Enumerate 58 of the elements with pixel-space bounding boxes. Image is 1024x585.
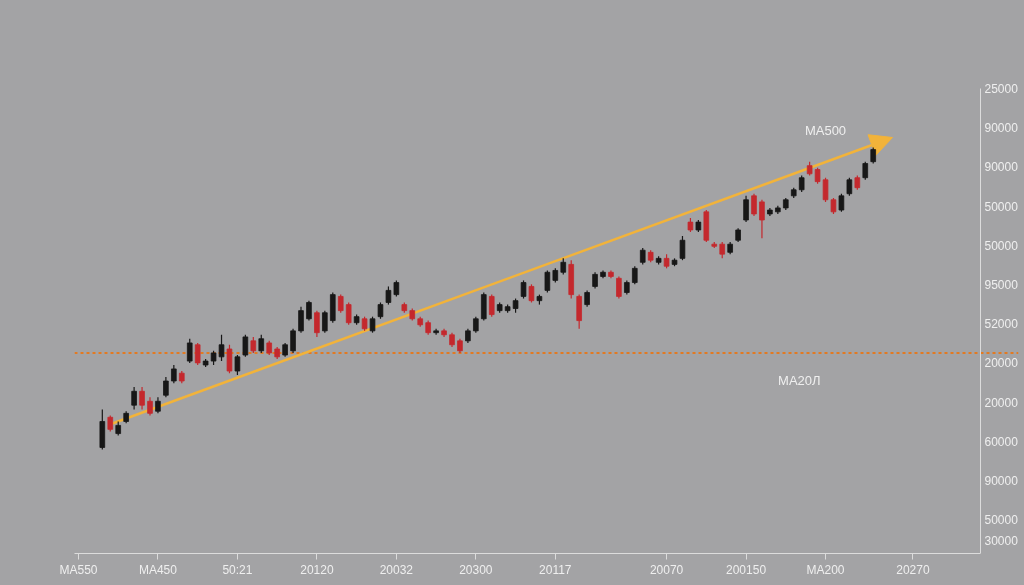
x-tick-label: 200150 (726, 562, 767, 577)
text: 90000 (984, 474, 1019, 488)
candlestick (147, 396, 153, 417)
candlestick (520, 279, 527, 300)
candlestick (862, 161, 869, 181)
candlestick (226, 344, 233, 374)
candlestick (194, 342, 201, 366)
candlestick (385, 285, 392, 306)
candlestick (488, 294, 495, 318)
candlestick (171, 364, 177, 384)
candlestick (290, 328, 296, 354)
candlestick (743, 195, 749, 223)
candlestick (632, 265, 638, 285)
x-tick-label: 50:21 (222, 562, 253, 577)
candlestick (258, 334, 265, 354)
candlestick (846, 177, 853, 197)
candlestick (314, 310, 320, 338)
text: MA500 (804, 123, 847, 138)
text: 52000 (984, 317, 1019, 332)
x-tick-label: 20120 (300, 562, 334, 577)
candlestick (242, 334, 249, 358)
candlestick (759, 199, 765, 239)
candlestick (234, 354, 241, 376)
x-tick-label: MA550 (59, 562, 98, 577)
candlestick (337, 294, 344, 314)
text: 25000 (984, 82, 1019, 96)
candlestick (139, 386, 145, 411)
text: 90000 (984, 160, 1019, 175)
candlestick (322, 310, 328, 334)
text: 20000 (984, 395, 1019, 410)
candlestick (528, 283, 535, 304)
candlestick (186, 338, 193, 364)
text: 20000 (984, 356, 1019, 371)
x-tick-label: 20117 (539, 562, 572, 577)
candlestick (163, 376, 169, 398)
text: 50000 (984, 199, 1019, 214)
text: 50000 (984, 238, 1019, 253)
text: 60000 (984, 434, 1019, 449)
x-tick-label: 20032 (379, 562, 414, 577)
ref-line-label: MA20Л (778, 373, 821, 389)
x-tick-label: 20300 (459, 562, 493, 577)
text: 30000 (984, 534, 1019, 548)
candlestick (306, 300, 312, 322)
candlestick (131, 386, 137, 411)
candlestick (838, 193, 845, 213)
candlestick (298, 306, 304, 334)
candlestick (751, 193, 757, 217)
candlestick (544, 269, 551, 294)
text: 90000 (984, 121, 1019, 136)
candlestick (679, 235, 686, 261)
x-tick-label: 20070 (649, 562, 684, 577)
candlestick (345, 301, 352, 326)
text: 95000 (984, 278, 1019, 292)
text: 50000 (984, 513, 1019, 528)
x-tick-label: MA450 (138, 562, 178, 577)
x-tick-label: 20270 (896, 562, 930, 577)
candlestick (616, 275, 622, 300)
x-tick-label: MA200 (806, 562, 845, 577)
